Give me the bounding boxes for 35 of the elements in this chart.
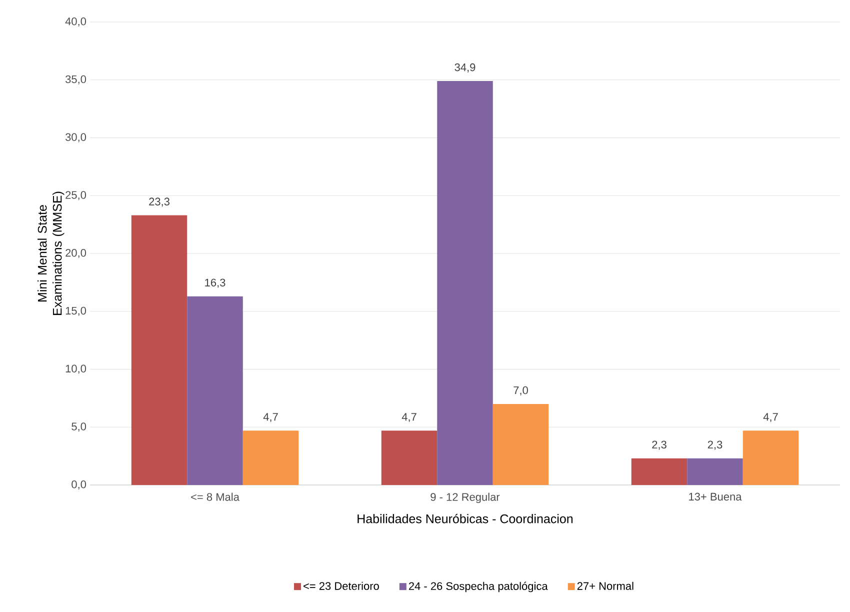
y-tick-label: 0,0	[72, 480, 86, 490]
bar	[687, 458, 743, 485]
bar	[631, 458, 688, 485]
y-tick-label: 35,0	[65, 75, 86, 84]
data-label: 7,0	[514, 386, 528, 396]
bar	[187, 296, 243, 485]
y-tick-label: 20,0	[66, 248, 86, 258]
bar	[492, 404, 549, 485]
y-axis-title: Mini Mental State Examinations (MMSE)	[38, 192, 64, 315]
x-tick-label: 9 - 12 Regular	[430, 492, 500, 504]
bar	[131, 215, 188, 485]
x-axis-title: Habilidades Neuróbicas - Coordinacion	[358, 514, 573, 524]
x-tick-label: <= 8 Mala	[191, 492, 240, 501]
bar	[437, 81, 493, 485]
y-tick-label: 5,0	[72, 422, 86, 432]
bar	[742, 430, 799, 485]
y-tick-label: 40,0	[65, 17, 86, 27]
data-label: 23,3	[149, 198, 170, 207]
y-tick-label: 15,0	[66, 306, 86, 316]
data-label: 2,3	[708, 440, 722, 450]
bar	[242, 430, 299, 485]
legend-label: 24 - 26 Sospecha patológica	[408, 582, 548, 592]
data-label: 4,7	[402, 413, 416, 422]
data-label: 4,7	[263, 413, 278, 422]
x-tick-label: 13+ Buena	[689, 492, 742, 501]
y-tick-label: 30,0	[65, 133, 86, 142]
data-label: 4,7	[763, 413, 778, 422]
data-label: 2,3	[652, 440, 666, 450]
y-tick-label: 10,0	[66, 364, 86, 374]
legend-label: <= 23 Deterioro	[304, 582, 379, 590]
y-tick-label: 25,0	[66, 191, 86, 200]
legend-label: 27+ Normal	[577, 582, 634, 590]
data-label: 16,3	[205, 278, 226, 288]
bar	[381, 430, 438, 485]
data-label: 34,9	[454, 63, 476, 72]
